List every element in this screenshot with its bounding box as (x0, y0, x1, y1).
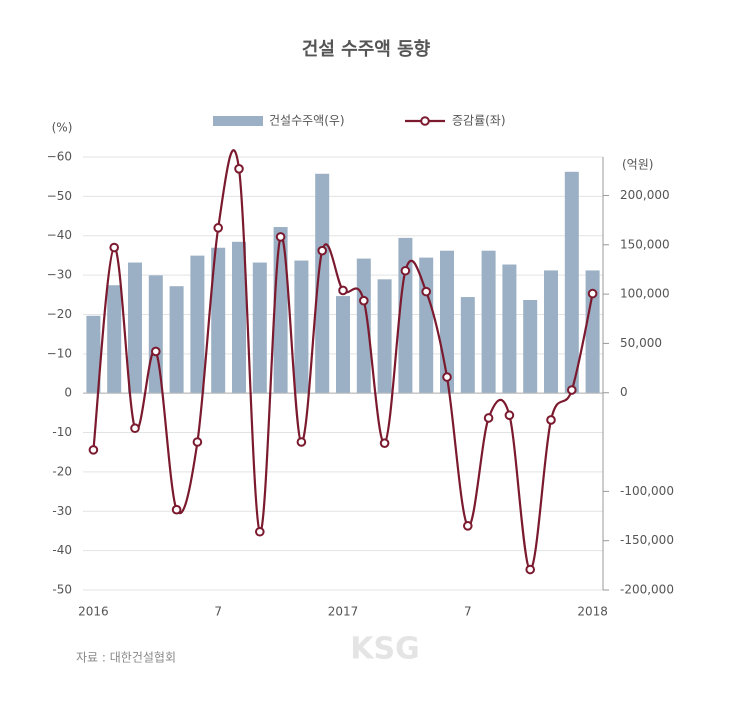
y-tick-label: −40 (47, 228, 72, 242)
bar (544, 270, 558, 393)
y-tick-label: -40 (52, 543, 72, 557)
bar (523, 300, 538, 393)
legend-label: 증감률(좌) (452, 114, 506, 128)
line-point (359, 295, 369, 306)
bar (294, 260, 309, 393)
x-tick-label: 7 (214, 605, 222, 619)
x-tick-label: 2016 (78, 605, 109, 619)
source: 자료 : 대한건설협회 (76, 651, 176, 665)
x-tick-label: 2018 (577, 605, 608, 619)
line-point (317, 245, 328, 256)
y-tick-label: −20 (47, 307, 72, 321)
legend-swatch (213, 116, 263, 126)
y2-tick-label: -150,000 (620, 533, 674, 547)
bar (128, 262, 142, 393)
line-point (275, 232, 286, 242)
y-tick-label: -20 (52, 464, 72, 478)
legend-swatch (420, 116, 430, 126)
bar (460, 297, 475, 393)
y-tick-label: −60 (47, 150, 72, 164)
line-point (130, 423, 140, 434)
bar (252, 262, 267, 393)
line-point (379, 438, 390, 448)
bar (107, 285, 122, 393)
line-point (483, 413, 494, 423)
x-tick-label: 2017 (328, 605, 359, 619)
y-tick-label: -30 (52, 504, 72, 518)
bar (585, 270, 600, 393)
bar (398, 237, 413, 393)
line-point (525, 564, 536, 575)
x-tick-label: 7 (464, 605, 472, 619)
line-point (421, 286, 432, 297)
bar (211, 247, 226, 393)
line-point (109, 242, 119, 253)
bar (190, 255, 205, 393)
bar (86, 315, 101, 393)
line-point (88, 445, 99, 455)
bar (564, 171, 579, 393)
y2-tick-label: 200,000 (620, 188, 670, 202)
line-point (567, 385, 577, 395)
y2-tick-label: 100,000 (620, 287, 670, 301)
line-point (400, 265, 411, 276)
y-tick-label: −50 (47, 189, 72, 203)
line-point (338, 285, 348, 296)
line-point (442, 372, 452, 382)
y-tick-label: −10 (47, 346, 72, 360)
watermark: KSG (350, 632, 419, 667)
y2-tick-label: 0 (620, 385, 628, 399)
line-point (171, 504, 182, 515)
chart-title: 건설 수주액 동향 (302, 39, 431, 60)
line-point (504, 410, 515, 421)
bar (232, 241, 246, 393)
line-point (213, 223, 223, 233)
bar (502, 264, 517, 393)
y2-tick-label: -200,000 (620, 583, 674, 597)
y2-tick-label: 150,000 (620, 237, 670, 251)
line (92, 149, 594, 571)
line-point (546, 415, 556, 425)
line-point (296, 437, 307, 447)
y-tick-label: -10 (52, 425, 72, 439)
bar (481, 250, 496, 393)
legend-label: 건설수주액(우) (269, 114, 345, 128)
line-point (192, 437, 203, 447)
y2-tick-label: -100,000 (620, 484, 674, 498)
bar (336, 296, 350, 393)
line-point (234, 164, 244, 174)
line-point (587, 288, 598, 299)
y2-unit: (억원) (622, 158, 653, 172)
line-point (151, 346, 161, 357)
y-unit: (%) (52, 121, 73, 135)
y2-tick-label: 50,000 (620, 336, 662, 350)
y-tick-label: −30 (47, 268, 72, 282)
y-tick-label: 0 (64, 386, 72, 400)
bar (377, 279, 392, 393)
y-tick-label: -50 (52, 583, 72, 597)
line-point (254, 526, 265, 537)
line-point (463, 521, 473, 531)
bar (169, 286, 184, 393)
bar (315, 173, 330, 393)
